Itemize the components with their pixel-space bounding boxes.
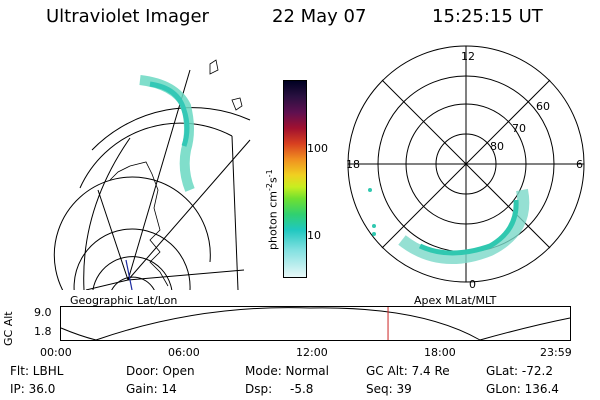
- time-tick-0000: 00:00: [40, 346, 72, 359]
- instrument-title: Ultraviolet Imager: [46, 6, 209, 27]
- altitude-ytick-bottom: 1.8: [34, 325, 52, 338]
- time-tick-2359: 23:59: [540, 346, 572, 359]
- colorbar: [283, 80, 307, 278]
- time-tick-1800: 18:00: [424, 346, 456, 359]
- mlt-label-0: 0: [469, 278, 476, 290]
- status-mode: Mode: Normal: [245, 364, 329, 378]
- status-ip: IP: 36.0: [10, 382, 56, 396]
- colorbar-tick-10: 10: [307, 229, 321, 242]
- status-seq: Seq: 39: [366, 382, 412, 396]
- status-glat: GLat: -72.2: [486, 364, 553, 378]
- mlt-label-6: 6: [576, 158, 583, 171]
- aurora-emission-left: [139, 75, 195, 192]
- aurora-oval: [368, 188, 530, 264]
- geographic-map: [53, 59, 251, 290]
- apex-polar-plot: 12 18 6 0 60 70 80: [346, 45, 585, 290]
- status-dsp-value: -5.8: [290, 382, 314, 396]
- mlat-label-60: 60: [536, 100, 550, 113]
- lat-circle-1: [111, 276, 155, 290]
- status-door: Door: Open: [126, 364, 195, 378]
- colorbar-tick-100: 100: [307, 142, 328, 155]
- geographic-panel-label: Geographic Lat/Lon: [70, 294, 178, 307]
- status-gc-alt: GC Alt: 7.4 Re: [366, 364, 450, 378]
- status-glon: GLon: 136.4: [486, 382, 559, 396]
- time-label: 15:25:15 UT: [432, 6, 543, 27]
- status-gain: Gain: 14: [126, 382, 177, 396]
- time-tick-1200: 12:00: [296, 346, 328, 359]
- mlt-label-12: 12: [461, 50, 475, 63]
- status-filter: Flt: LBHL: [10, 364, 64, 378]
- mlat-label-80: 80: [490, 140, 504, 153]
- mlt-label-18: 18: [346, 158, 360, 171]
- altitude-plot: [60, 306, 571, 341]
- mlat-label-70: 70: [512, 122, 526, 135]
- date-label: 22 May 07: [272, 6, 367, 27]
- apex-panel-label: Apex MLat/MLT: [414, 294, 497, 307]
- colorbar-units-label: photon cm-2s-1: [265, 169, 280, 250]
- status-dsp-label: Dsp:: [245, 382, 273, 396]
- altitude-ylabel: GC Alt: [2, 311, 15, 346]
- altitude-ytick-top: 9.0: [34, 306, 52, 319]
- time-tick-0600: 06:00: [168, 346, 200, 359]
